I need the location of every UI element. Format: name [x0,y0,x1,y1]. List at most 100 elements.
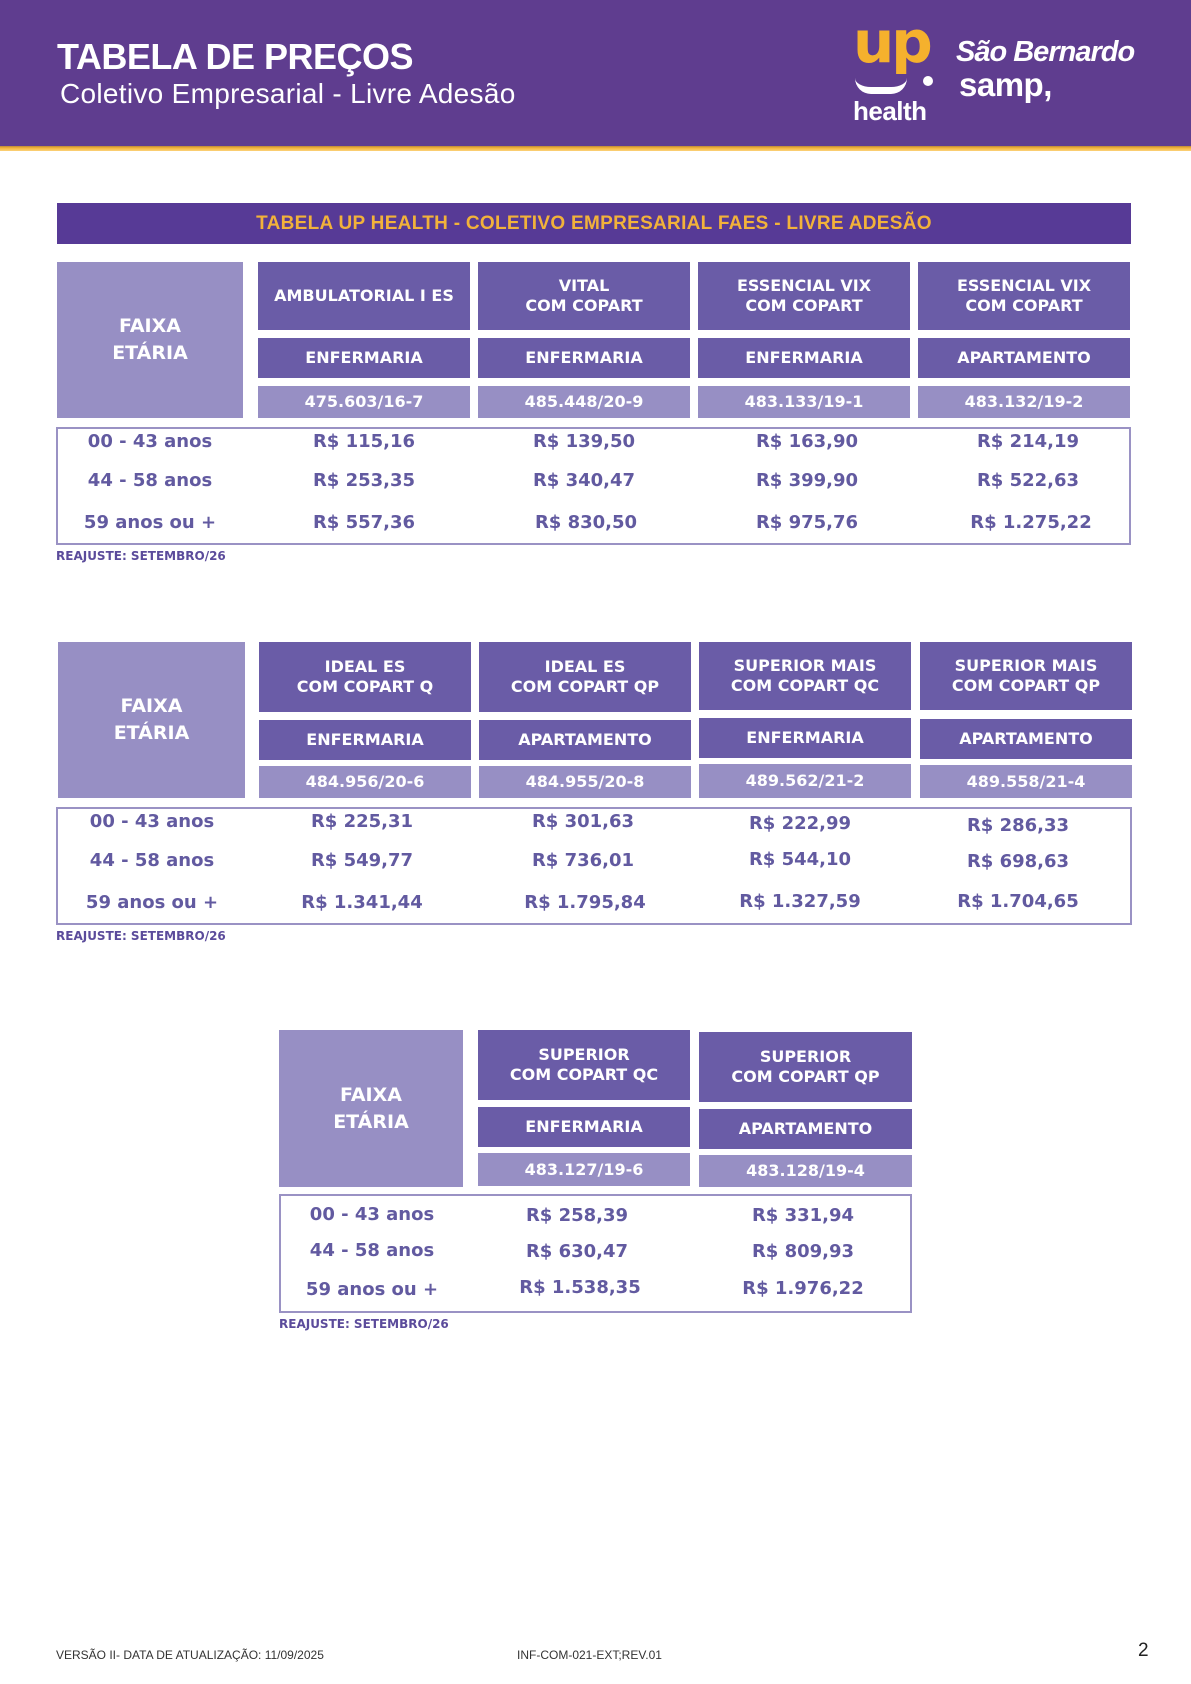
plan-name-line1: SUPERIOR [759,1047,852,1066]
price-cell: R$ 1.275,22 [970,512,1092,533]
price-cell: R$ 115,16 [312,431,416,452]
age-range: 00 - 43 anos [309,1204,435,1225]
plan-name-line1: AMBULATORIAL I ES [274,286,454,305]
age-range: 00 - 43 anos [87,431,213,452]
plan-name-line2: COM COPART [525,296,643,315]
reajuste-note: REAJUSTE: SETEMBRO/26 [279,1317,449,1331]
plan-name-line2: COM COPART [965,296,1083,315]
price-cell: R$ 522,63 [976,470,1080,491]
age-range: 59 anos ou + [83,512,217,533]
price-cell: R$ 258,39 [525,1205,629,1226]
plan-header: IDEAL ES COM COPART QP [479,642,691,712]
plan-name-line2: COM COPART QP [510,677,660,696]
plan-header: AMBULATORIAL I ES [258,262,470,330]
faixa-label: FAIXA [119,315,181,337]
plan-header: SUPERIOR COM COPART QC [478,1030,690,1100]
price-cell: R$ 830,50 [534,512,638,533]
price-cell: R$ 331,94 [751,1205,855,1226]
price-cell: R$ 975,76 [755,512,859,533]
plan-name-line2: COM COPART QC [509,1065,659,1084]
price-cell: R$ 557,36 [312,512,416,533]
plan-header: SUPERIOR COM COPART QP [699,1032,912,1102]
plan-name-line2: COM COPART Q [296,677,434,696]
price-cell: R$ 163,90 [755,431,859,452]
price-cell: R$ 399,90 [755,470,859,491]
plan-name-line1: IDEAL ES [544,657,626,676]
accommodation-type: ENFERMARIA [698,338,910,378]
age-range: 59 anos ou + [85,892,219,913]
price-cell: R$ 1.538,35 [519,1277,641,1298]
plan-name-line1: IDEAL ES [324,657,406,676]
accommodation-type: APARTAMENTO [920,719,1132,759]
footer-version: VERSÃO II- DATA DE ATUALIZAÇÃO: 11/09/20… [56,1648,324,1662]
age-range: 44 - 58 anos [309,1240,435,1261]
up-health-logo: up health [853,8,943,129]
price-table-body [56,807,1132,925]
plan-header: IDEAL ES COM COPART Q [259,642,471,712]
price-cell: R$ 1.795,84 [524,892,646,913]
price-cell: R$ 544,10 [748,849,852,870]
price-cell: R$ 736,01 [531,850,635,871]
smile-icon [855,78,907,94]
ans-registration: 483.127/19-6 [478,1153,690,1186]
plan-header: ESSENCIAL VIX COM COPART [698,262,910,330]
accommodation-type: ENFERMARIA [478,338,690,378]
plan-name-line1: SUPERIOR MAIS [733,656,877,675]
plan-name-line2: COM COPART QC [730,676,880,695]
price-cell: R$ 1.976,22 [742,1278,864,1299]
price-table-body [56,427,1131,545]
accommodation-type: ENFERMARIA [478,1107,690,1147]
plan-name-line1: ESSENCIAL VIX [956,276,1092,295]
plan-header: SUPERIOR MAIS COM COPART QC [699,642,911,710]
price-cell: R$ 139,50 [532,431,636,452]
dot-icon [923,76,933,86]
ans-registration: 483.133/19-1 [698,386,910,418]
price-cell: R$ 809,93 [751,1241,855,1262]
faixa-label: FAIXA [340,1083,402,1106]
sao-bernardo-logo-text: São Bernardo [956,36,1135,68]
plan-header: VITAL COM COPART [478,262,690,330]
plan-header: ESSENCIAL VIX COM COPART [918,262,1130,330]
page-title: TABELA DE PREÇOS [57,36,414,77]
plan-name-line1: SUPERIOR MAIS [954,656,1098,675]
accommodation-type: APARTAMENTO [699,1109,912,1149]
ans-registration: 489.562/21-2 [699,764,911,798]
price-cell: R$ 1.341,44 [301,892,423,913]
ans-registration: 475.603/16-7 [258,386,470,418]
plan-name-line1: VITAL [558,276,610,295]
header-band [0,0,1191,146]
header-accent-stripe [0,146,1191,151]
price-cell: R$ 549,77 [310,850,414,871]
faixa-etaria-header: FAIXA ETÁRIA [279,1030,463,1187]
age-range: 00 - 43 anos [89,811,215,832]
plan-name-line2: COM COPART QP [951,676,1101,695]
footer-doc-code: INF-COM-021-EXT;REV.01 [517,1648,662,1662]
etaria-label: ETÁRIA [333,1110,409,1133]
price-cell: R$ 225,31 [310,811,414,832]
ans-registration: 484.956/20-6 [259,766,471,798]
accommodation-type: ENFERMARIA [699,718,911,758]
ans-registration: 485.448/20-9 [478,386,690,418]
price-cell: R$ 286,33 [966,815,1070,836]
plan-name-line2: COM COPART [745,296,863,315]
price-cell: R$ 1.327,59 [739,891,861,912]
accommodation-type: ENFERMARIA [259,720,471,760]
price-cell: R$ 214,19 [976,431,1080,452]
plan-name-line1: SUPERIOR [538,1045,630,1064]
page-subtitle: Coletivo Empresarial - Livre Adesão [60,78,516,109]
price-cell: R$ 301,63 [531,811,635,832]
age-range: 59 anos ou + [305,1279,439,1300]
price-cell: R$ 222,99 [748,813,852,834]
price-cell: R$ 630,47 [525,1241,629,1262]
plan-name-line2: COM COPART QP [731,1067,880,1086]
plan-name-line1: ESSENCIAL VIX [736,276,872,295]
price-cell: R$ 698,63 [966,851,1070,872]
faixa-etaria-header: FAIXA ETÁRIA [57,262,243,418]
accommodation-type: APARTAMENTO [918,338,1130,378]
reajuste-note: REAJUSTE: SETEMBRO/26 [56,549,226,563]
ans-registration: 483.128/19-4 [699,1155,912,1187]
faixa-etaria-header: FAIXA ETÁRIA [58,642,245,798]
logo-up-text: up [853,8,933,76]
price-cell: R$ 1.704,65 [957,891,1079,912]
etaria-label: ETÁRIA [113,722,190,744]
